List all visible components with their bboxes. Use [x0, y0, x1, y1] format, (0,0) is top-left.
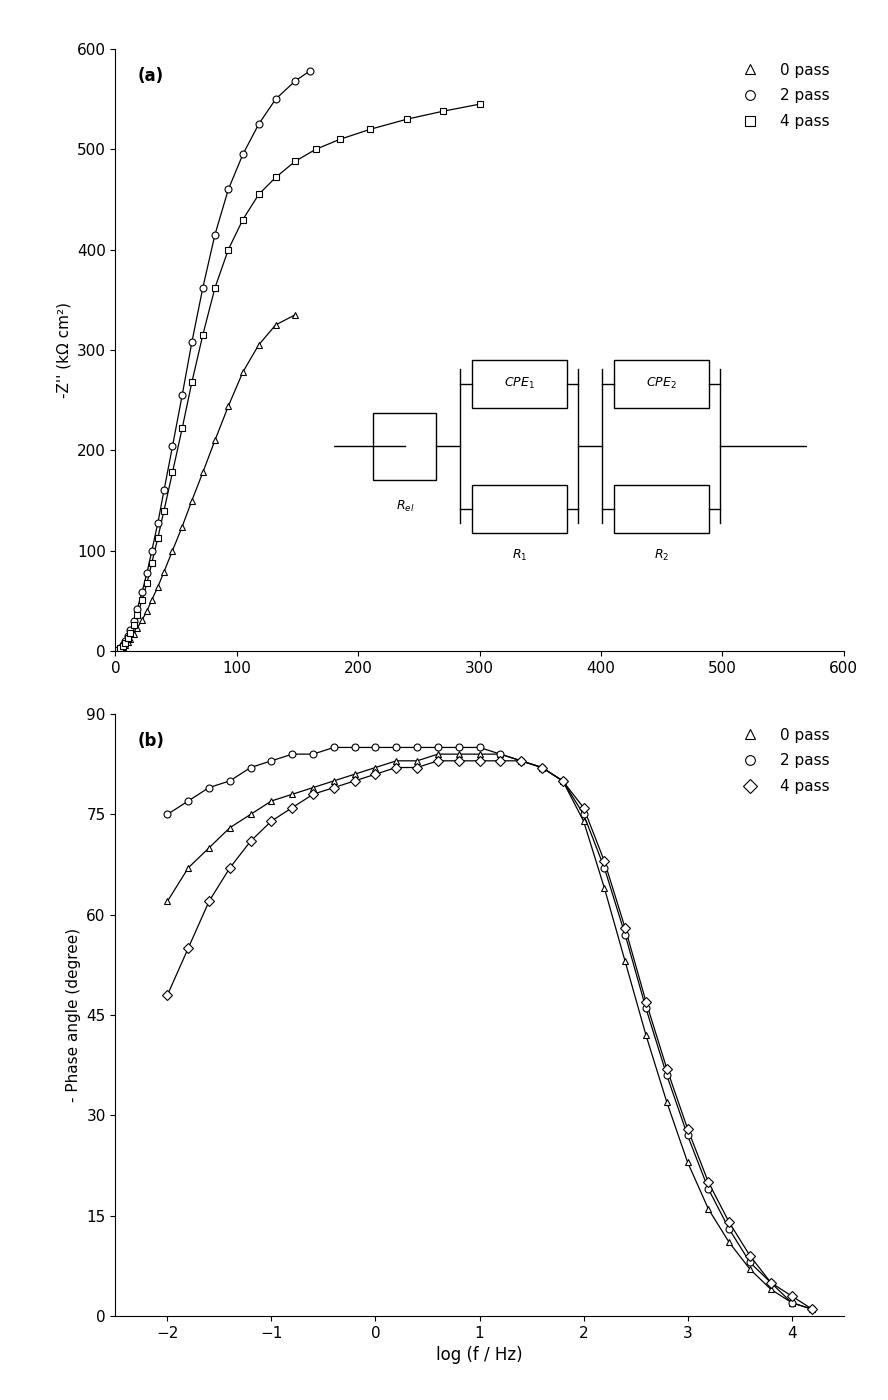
Y-axis label: -Z'' (kΩ cm²): -Z'' (kΩ cm²): [56, 302, 71, 398]
Text: (b): (b): [138, 732, 164, 750]
Text: (a): (a): [138, 67, 163, 85]
Legend: 0 pass, 2 pass, 4 pass: 0 pass, 2 pass, 4 pass: [728, 721, 836, 801]
Legend: 0 pass, 2 pass, 4 pass: 0 pass, 2 pass, 4 pass: [728, 56, 836, 136]
Y-axis label: - Phase angle (degree): - Phase angle (degree): [66, 928, 81, 1102]
X-axis label: log (f / Hz): log (f / Hz): [436, 1347, 523, 1364]
